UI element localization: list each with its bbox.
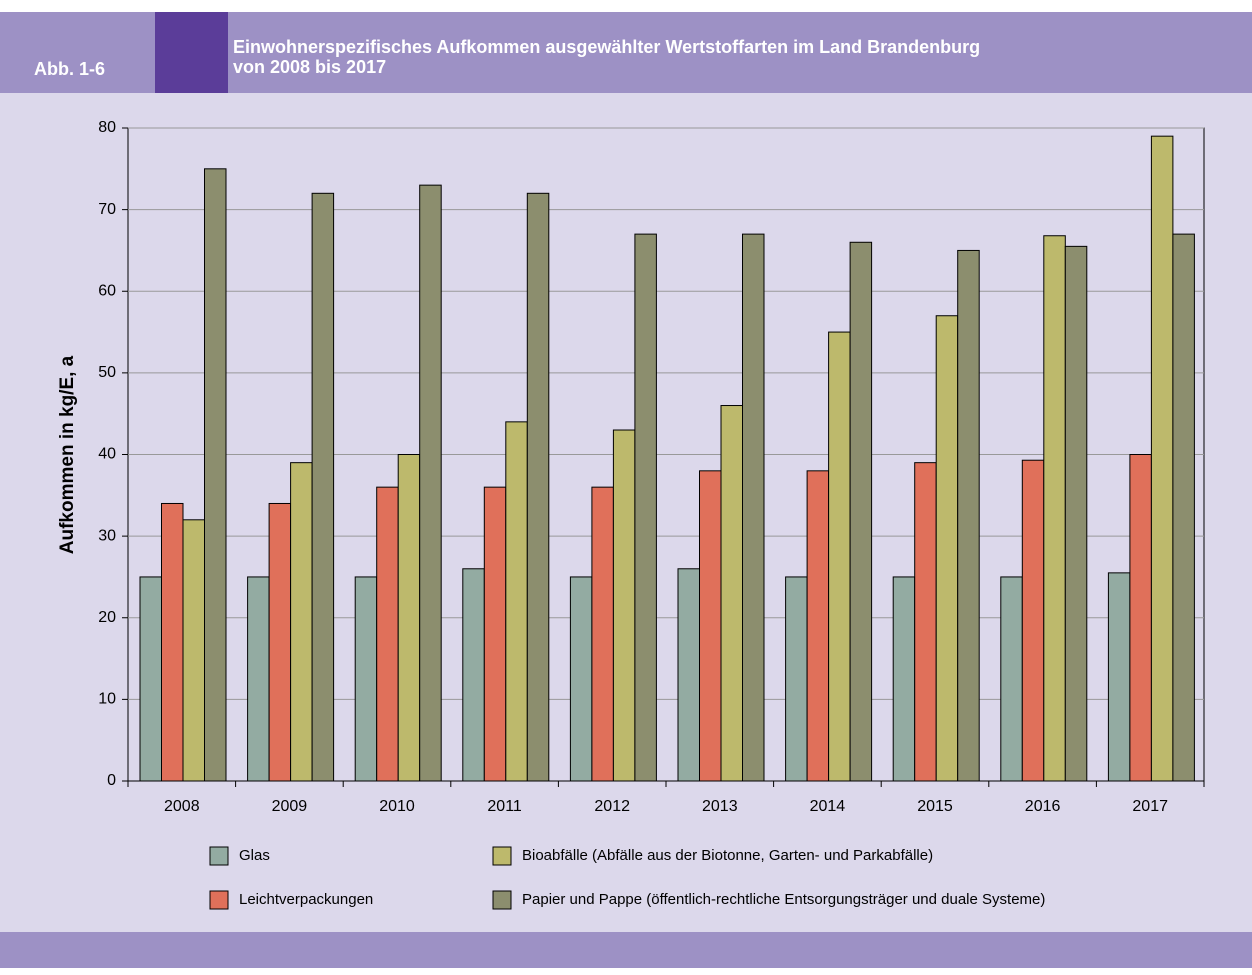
- x-tick-label: 2017: [1132, 798, 1168, 815]
- bar: [699, 470, 722, 782]
- bar: [290, 462, 313, 782]
- bar: [161, 502, 184, 782]
- figure-label: Abb. 1-6: [34, 59, 105, 79]
- bar: [612, 429, 636, 782]
- bar: [376, 486, 399, 782]
- header-accent: [155, 12, 228, 93]
- bar: [1129, 454, 1152, 782]
- bar: [634, 233, 657, 782]
- bar: [1000, 576, 1023, 782]
- x-tick-label: 2016: [1025, 798, 1061, 815]
- bar: [204, 168, 227, 782]
- bar: [1107, 572, 1131, 782]
- y-tick-label: 60: [98, 282, 116, 299]
- bar: [957, 249, 980, 782]
- bar: [785, 576, 808, 782]
- y-tick-label: 10: [98, 691, 116, 708]
- bar: [1021, 459, 1045, 782]
- bar: [419, 184, 442, 782]
- bar: [849, 241, 873, 782]
- y-axis-title: Aufkommen in kg/E, a: [57, 355, 78, 554]
- bar: [1172, 233, 1195, 782]
- bar: [397, 454, 421, 782]
- bar: [935, 315, 959, 782]
- bar: [742, 233, 765, 782]
- legend-label: Papier und Pappe (öffentlich-rechtliche …: [522, 891, 1045, 908]
- bar: [1043, 235, 1066, 782]
- bar: [247, 576, 270, 782]
- bar: [311, 192, 335, 782]
- legend-swatch: [209, 846, 229, 866]
- x-tick-label: 2012: [594, 798, 630, 815]
- x-tick-label: 2015: [917, 798, 953, 815]
- bar: [483, 486, 507, 782]
- bar: [354, 576, 378, 782]
- bar: [806, 470, 830, 782]
- x-tick-label: 2010: [379, 798, 415, 815]
- chart-title: von 2008 bis 2017: [233, 57, 386, 77]
- bar: [505, 421, 528, 782]
- legend-swatch: [492, 846, 512, 866]
- bar: [591, 486, 614, 782]
- y-tick-label: 0: [107, 772, 116, 789]
- y-tick-label: 70: [98, 201, 116, 218]
- bar: [892, 576, 916, 782]
- x-tick-label: 2008: [164, 798, 200, 815]
- x-tick-label: 2009: [272, 798, 308, 815]
- legend-swatch: [209, 890, 229, 910]
- y-tick-label: 20: [98, 609, 116, 626]
- chart-title: Einwohnerspezifisches Aufkommen ausgewäh…: [233, 37, 980, 57]
- y-tick-label: 40: [98, 446, 116, 463]
- x-tick-label: 2014: [810, 798, 846, 815]
- footer-band: [0, 932, 1252, 968]
- bar: [569, 576, 593, 782]
- x-tick-label: 2013: [702, 798, 738, 815]
- bar: [1064, 245, 1088, 782]
- legend-swatch: [492, 890, 512, 910]
- bar: [677, 568, 700, 782]
- bar: [720, 405, 743, 782]
- bar: [828, 331, 851, 782]
- y-tick-label: 50: [98, 364, 116, 381]
- legend-label: Glas: [239, 847, 270, 864]
- bar: [1150, 135, 1174, 782]
- bar: [526, 192, 550, 782]
- bar: [182, 519, 205, 782]
- y-tick-label: 30: [98, 527, 116, 544]
- bar: [268, 502, 292, 782]
- y-tick-label: 80: [98, 119, 116, 136]
- bar: [914, 462, 937, 782]
- x-tick-label: 2011: [487, 798, 522, 815]
- bar: [462, 568, 485, 782]
- legend-label: Leichtverpackungen: [239, 891, 373, 908]
- legend-label: Bioabfälle (Abfälle aus der Biotonne, Ga…: [522, 847, 933, 864]
- bar: [139, 576, 162, 782]
